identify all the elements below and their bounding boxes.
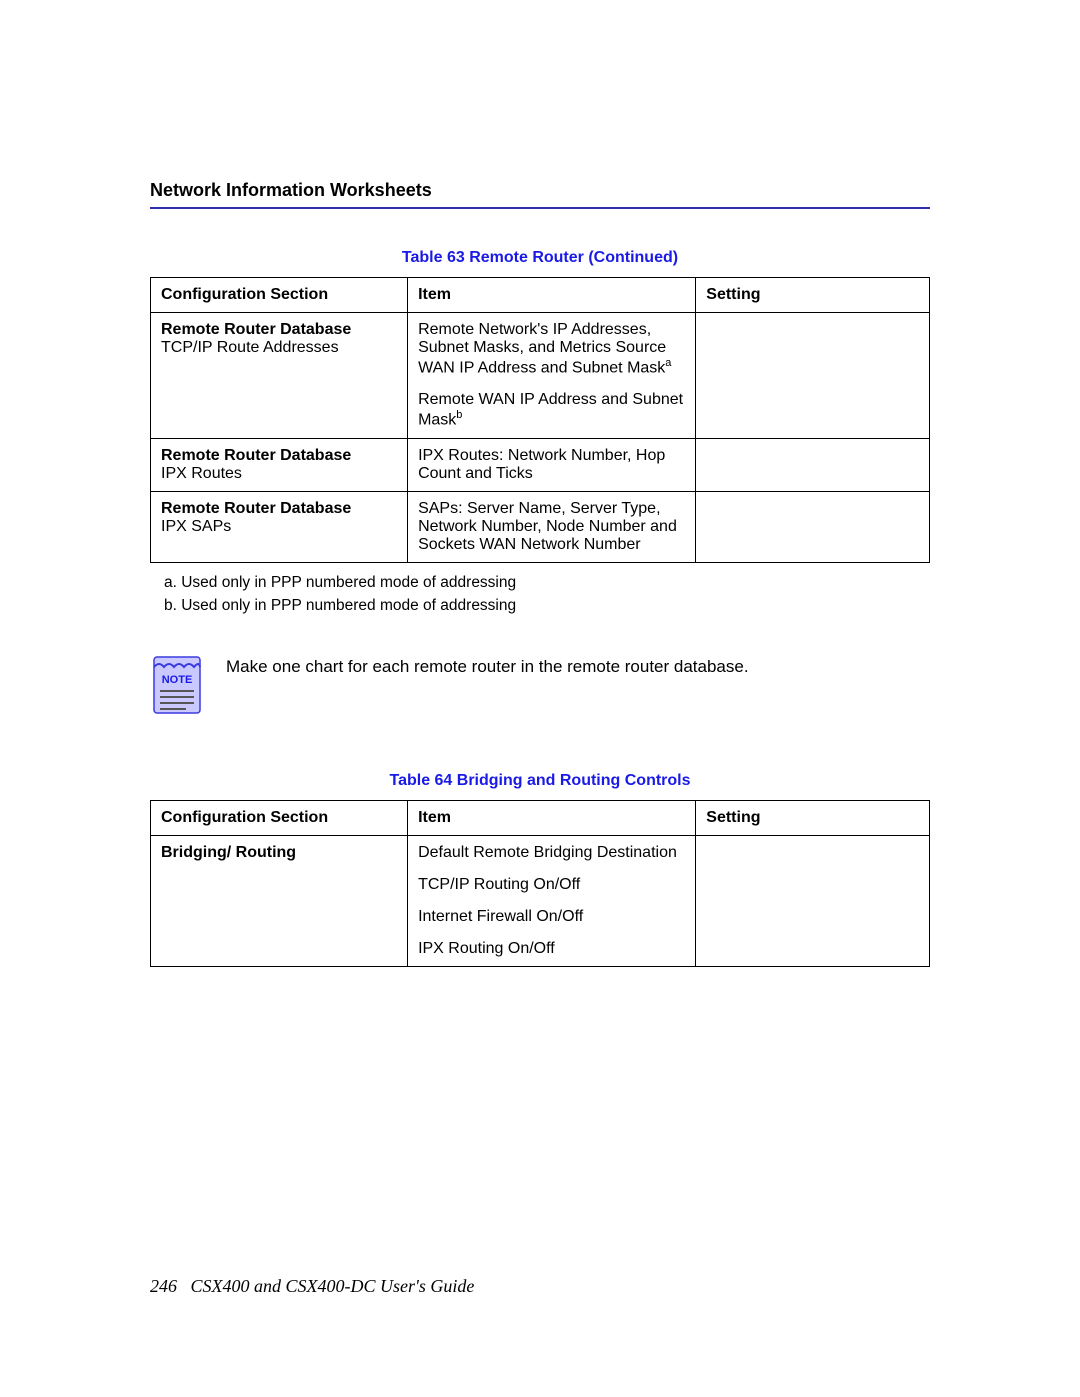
cell-text: Default Remote Bridging Destination bbox=[418, 844, 677, 861]
table-64-caption: Table 64 Bridging and Routing Controls bbox=[150, 772, 930, 790]
footnote-a: a. Used only in PPP numbered mode of add… bbox=[164, 571, 930, 594]
th-setting: Setting bbox=[696, 278, 930, 313]
cell-text: IPX SAPs bbox=[161, 518, 231, 535]
table-header-row: Configuration Section Item Setting bbox=[151, 801, 930, 836]
footnotes: a. Used only in PPP numbered mode of add… bbox=[164, 571, 930, 618]
footer-title: CSX400 and CSX400-DC User's Guide bbox=[191, 1276, 475, 1296]
cell-text: IPX Routes bbox=[161, 465, 242, 482]
cell-empty bbox=[696, 438, 930, 491]
cell-bold: Bridging/ Routing bbox=[161, 844, 296, 861]
page-footer: 246 CSX400 and CSX400-DC User's Guide bbox=[150, 1276, 474, 1297]
superscript: a bbox=[665, 357, 671, 369]
superscript: b bbox=[456, 409, 462, 421]
svg-text:NOTE: NOTE bbox=[162, 674, 193, 686]
table-header-row: Configuration Section Item Setting bbox=[151, 278, 930, 313]
cell-empty bbox=[696, 313, 930, 439]
note-icon: NOTE bbox=[150, 655, 204, 722]
cell-bold: Remote Router Database bbox=[161, 500, 351, 517]
table-row: Remote Router Database TCP/IP Route Addr… bbox=[151, 313, 930, 439]
table-row: Remote Router Database IPX Routes IPX Ro… bbox=[151, 438, 930, 491]
page-number: 246 bbox=[150, 1276, 177, 1296]
th-item: Item bbox=[408, 278, 696, 313]
table-63-caption: Table 63 Remote Router (Continued) bbox=[150, 249, 930, 267]
cell-text: IPX Routes: Network Number, Hop Count an… bbox=[408, 438, 696, 491]
th-config-section: Configuration Section bbox=[151, 278, 408, 313]
cell-text: TCP/IP Routing On/Off bbox=[418, 876, 580, 893]
section-header: Network Information Worksheets bbox=[150, 180, 930, 209]
cell-bold: Remote Router Database bbox=[161, 321, 351, 338]
th-setting: Setting bbox=[696, 801, 930, 836]
cell-text: IPX Routing On/Off bbox=[418, 940, 555, 957]
footnote-b: b. Used only in PPP numbered mode of add… bbox=[164, 594, 930, 617]
cell-bold: Remote Router Database bbox=[161, 447, 351, 464]
cell-text: Remote Network's IP Addresses, Subnet Ma… bbox=[418, 321, 666, 376]
cell-empty bbox=[696, 491, 930, 562]
cell-text: Internet Firewall On/Off bbox=[418, 908, 583, 925]
note-text: Make one chart for each remote router in… bbox=[226, 655, 749, 677]
cell-text: SAPs: Server Name, Server Type, Network … bbox=[408, 491, 696, 562]
th-item: Item bbox=[408, 801, 696, 836]
th-config-section: Configuration Section bbox=[151, 801, 408, 836]
table-row: Remote Router Database IPX SAPs SAPs: Se… bbox=[151, 491, 930, 562]
table-row: Bridging/ Routing Default Remote Bridgin… bbox=[151, 836, 930, 967]
table-63: Configuration Section Item Setting Remot… bbox=[150, 277, 930, 563]
cell-empty bbox=[696, 836, 930, 967]
note-block: NOTE Make one chart for each remote rout… bbox=[150, 655, 930, 722]
table-64: Configuration Section Item Setting Bridg… bbox=[150, 800, 930, 967]
cell-text: TCP/IP Route Addresses bbox=[161, 339, 339, 356]
